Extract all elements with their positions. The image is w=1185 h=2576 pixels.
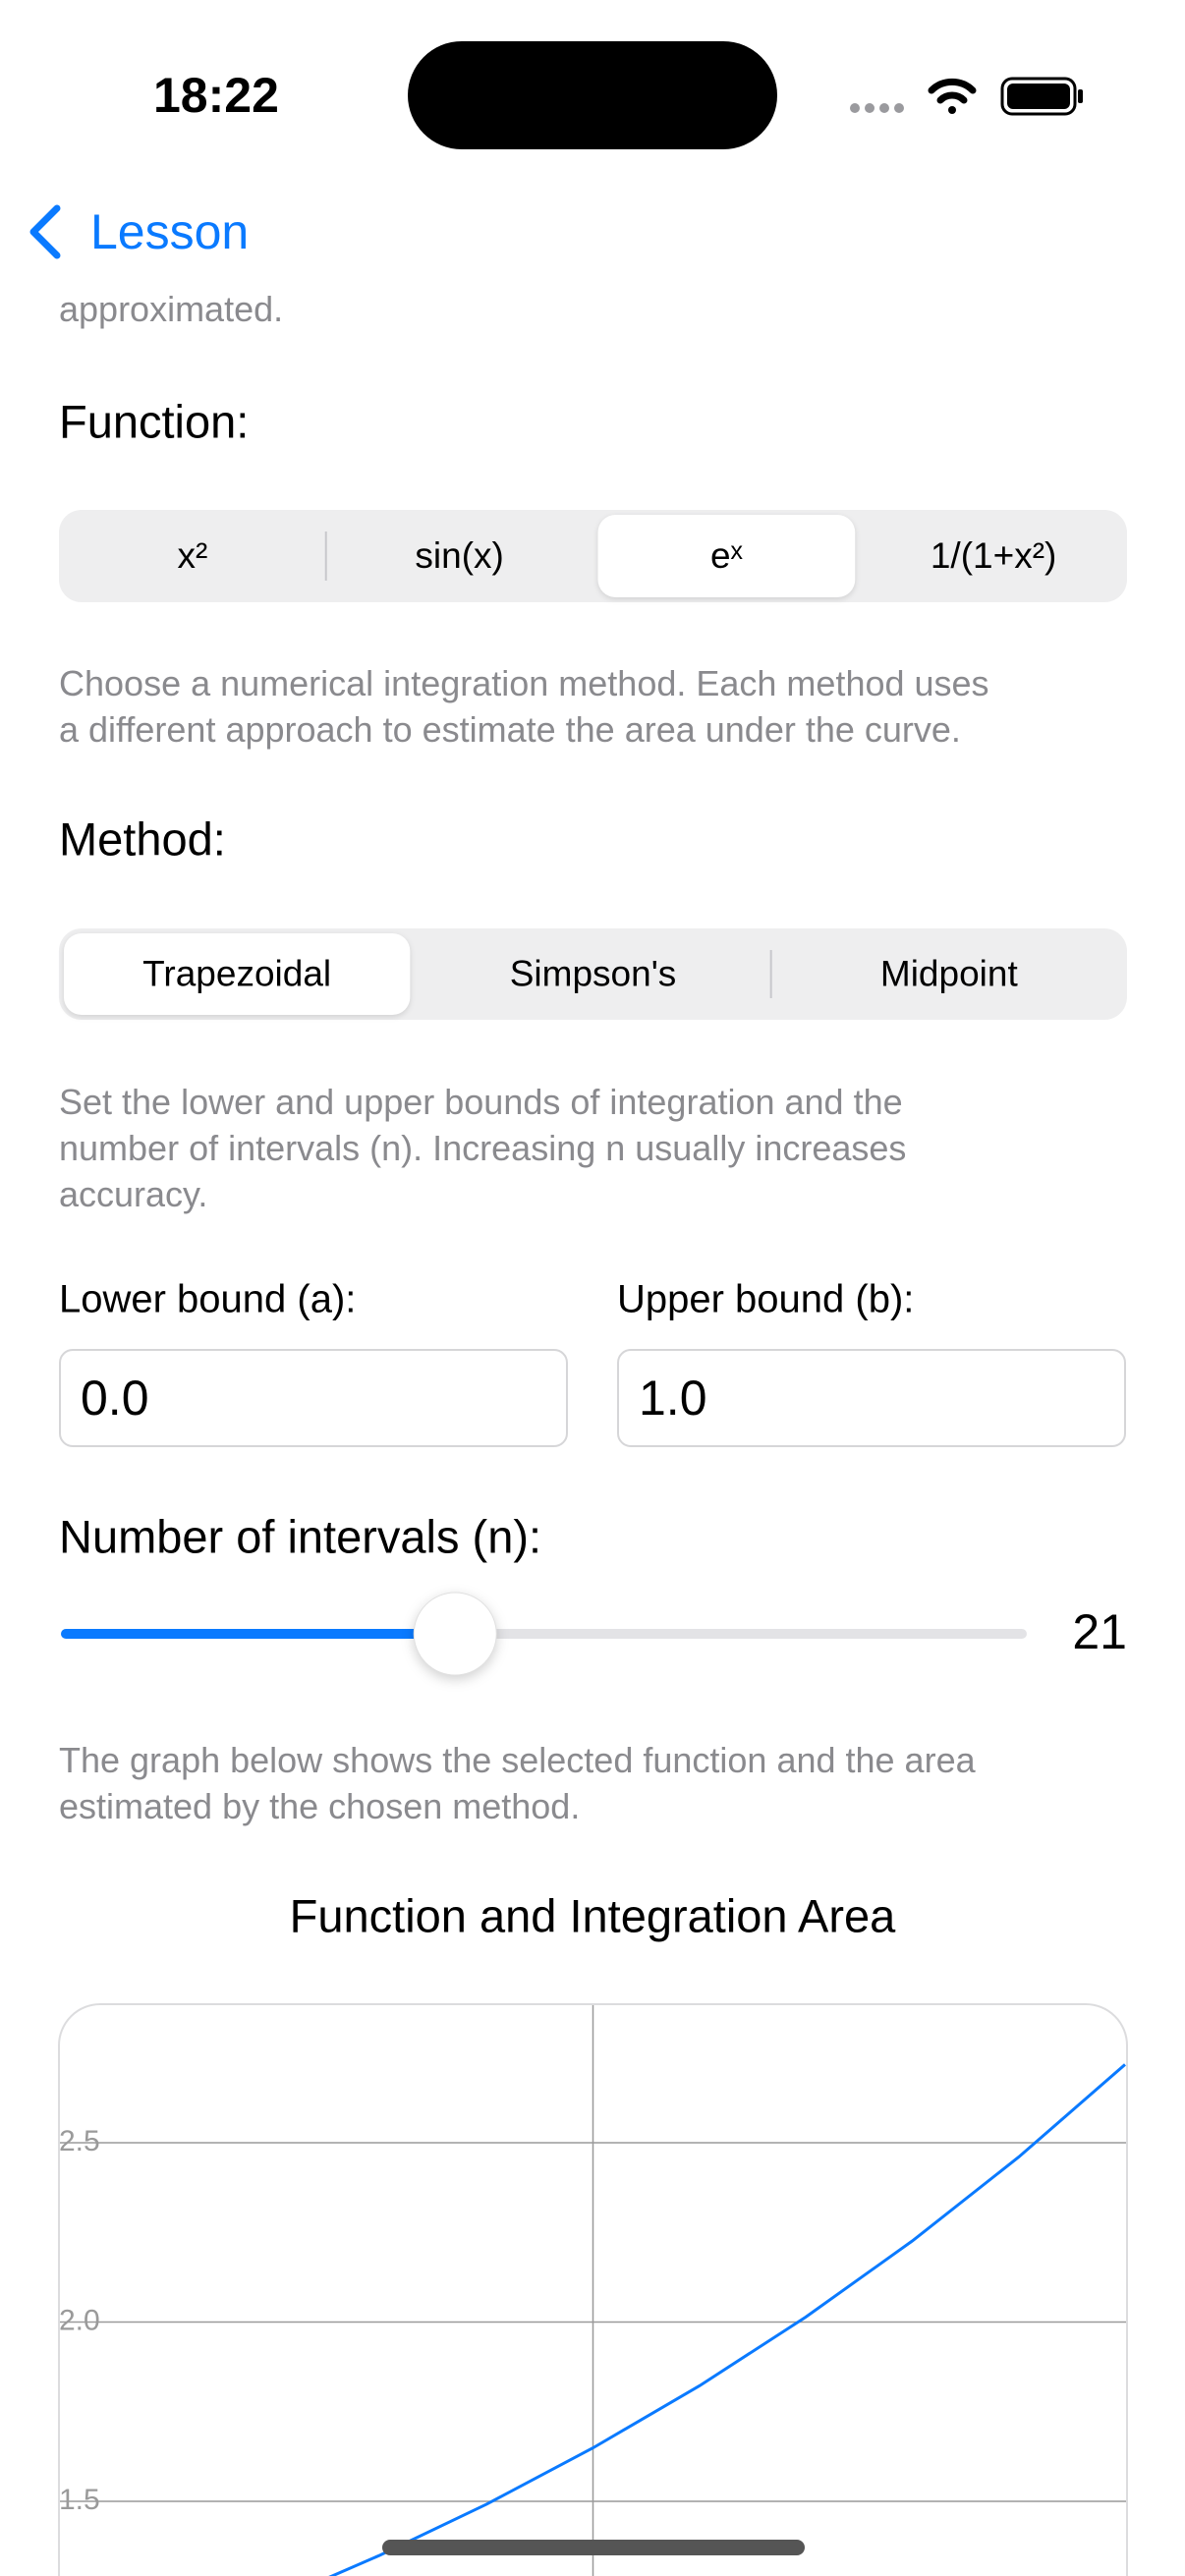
segment-label[interactable]: sin(x) (415, 535, 503, 576)
text-line: Set the lower and upper bounds of integr… (59, 1082, 903, 1122)
text-line: number of intervals (n). Increasing n us… (59, 1128, 907, 1168)
text-line: accuracy. (59, 1174, 208, 1214)
lower-field[interactable]: 0.0 (59, 1349, 568, 1447)
text-line: estimated by the chosen method. (59, 1786, 581, 1826)
battery (1000, 77, 1083, 116)
upper-field[interactable]: 1.0 (617, 1349, 1126, 1447)
back-button[interactable]: Lesson (90, 204, 250, 259)
segment-label[interactable]: Midpoint (880, 953, 1019, 993)
selected-segment[interactable] (597, 515, 856, 597)
segment-label[interactable]: eˣ (710, 535, 744, 576)
chart-title: Function and Integration Area (289, 1889, 896, 1942)
text-line: a different approach to estimate the are… (59, 709, 961, 750)
intervals-value: 21 (1072, 1604, 1127, 1659)
slider-thumb[interactable] (413, 1592, 497, 1676)
signal (850, 103, 904, 113)
segment-label[interactable]: Simpson's (510, 953, 677, 993)
intro-text: approximated. (59, 289, 284, 329)
y-tick-label: 2.5 (59, 2125, 100, 2157)
method-label: Method: (59, 812, 226, 866)
upper-label: Upper bound (b): (617, 1277, 915, 1321)
segment-label[interactable]: x² (177, 535, 207, 576)
time: 18:22 (153, 68, 279, 123)
selected-segment[interactable] (64, 933, 411, 1015)
slider-fill[interactable] (61, 1629, 456, 1639)
graph-text: The graph below shows the selected funct… (59, 1737, 976, 1829)
y-tick-label: 2.0 (59, 2304, 100, 2336)
text-line: Choose a numerical integration method. E… (59, 663, 989, 703)
lower-label: Lower bound (a): (59, 1277, 357, 1321)
intervals-label: Number of intervals (n): (59, 1510, 542, 1563)
segment-label[interactable]: Trapezoidal (142, 953, 331, 993)
back-chevron[interactable] (29, 204, 61, 259)
function-curve (328, 2063, 1126, 2576)
text-line: The graph below shows the selected funct… (59, 1740, 976, 1780)
home-indicator (382, 2540, 805, 2555)
lower-value[interactable]: 0.0 (81, 1371, 149, 1426)
upper-value[interactable]: 1.0 (639, 1371, 707, 1426)
function-label: Function: (59, 395, 250, 448)
wifi (928, 78, 977, 114)
bounds-text: Set the lower and upper bounds of integr… (59, 1079, 906, 1217)
method-text: Choose a numerical integration method. E… (59, 660, 989, 753)
y-tick-label: 1.5 (59, 2484, 100, 2516)
segment-label[interactable]: 1/(1+x²) (931, 535, 1057, 576)
dynamic-island (408, 41, 777, 149)
